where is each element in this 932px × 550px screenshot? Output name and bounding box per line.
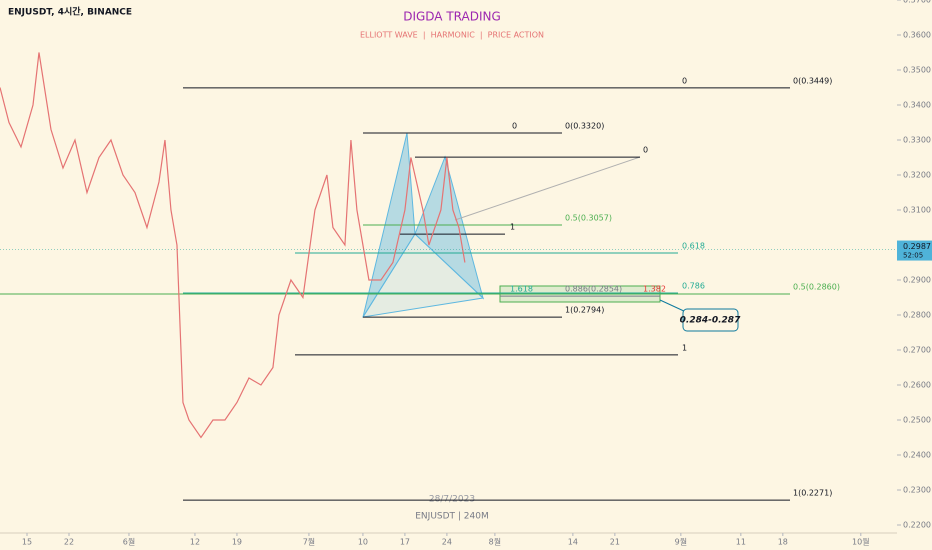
- x-tick-label: 14: [568, 538, 578, 547]
- x-tick-label: 12: [190, 538, 200, 547]
- fib-label: 1.382: [643, 285, 666, 294]
- y-tick-label: 0.3400: [903, 101, 931, 110]
- brand: DIGDA TRADING: [403, 10, 501, 24]
- y-tick-label: 0.2300: [903, 486, 931, 495]
- last-price-label: 0.2987: [903, 242, 931, 251]
- x-tick-label: 8월: [489, 537, 501, 547]
- fib-label: 0(0.3320): [565, 122, 604, 131]
- date: 28/7/2023: [429, 495, 475, 505]
- y-tick-label: 0.3500: [903, 66, 931, 75]
- fib-label: 1: [510, 223, 515, 232]
- y-tick-label: 0.2500: [903, 416, 931, 425]
- fib-label: 1.618: [510, 285, 533, 294]
- y-tick-label: 0.3600: [903, 31, 931, 40]
- x-tick-label: 17: [400, 538, 410, 547]
- annotation: 0.284-0.287: [680, 316, 741, 326]
- annotation-box: [682, 308, 739, 332]
- y-tick-label: 0.2400: [903, 451, 931, 460]
- fib-label: 0.786: [682, 281, 705, 290]
- price-line: [0, 52, 466, 439]
- harmonic-xbd: [361, 233, 485, 318]
- last-price-box: [897, 240, 932, 261]
- y-tick-label: 0.2600: [903, 381, 931, 390]
- symbol: ENJUSDT, 4시간, BINANCE: [8, 6, 132, 18]
- fib-label: 1: [682, 343, 687, 352]
- x-tick-label: 19: [232, 538, 242, 547]
- fib-label: 0.5(0.2860): [793, 283, 840, 292]
- y-tick-label: 0.2800: [903, 311, 931, 320]
- price-axis: [897, 0, 932, 550]
- y-tick-label: 0.3200: [903, 171, 931, 180]
- y-tick-label: 0.3700: [903, 0, 931, 5]
- x-tick-label: 7월: [303, 537, 315, 547]
- x-tick-label: 11: [736, 538, 746, 547]
- x-tick-label: 6월: [123, 537, 135, 547]
- x-tick-label: 18: [778, 538, 788, 547]
- x-tick-label: 10월: [852, 537, 870, 547]
- fib-label: 0(0.3449): [793, 76, 832, 85]
- fib-label: 0: [682, 76, 687, 85]
- x-tick-label: 9월: [675, 537, 687, 547]
- trend-line: [454, 156, 641, 221]
- tagline: ELLIOTT WAVE | HARMONIC | PRICE ACTION: [360, 31, 544, 40]
- footer-symbol: ENJUSDT | 240M: [415, 512, 489, 522]
- x-tick-label: 24: [442, 538, 452, 547]
- fib-label: 0.5(0.3057): [565, 214, 612, 223]
- annotation-arrow: [659, 299, 687, 313]
- y-tick-label: 0.3100: [903, 206, 931, 215]
- y-tick-label: 0.2900: [903, 276, 931, 285]
- countdown: 52:05: [903, 252, 923, 260]
- x-tick-label: 10: [358, 538, 368, 547]
- fib-label: 1(0.2794): [565, 306, 604, 315]
- fib-label: 1(0.2271): [793, 489, 832, 498]
- fib-label: 0.886(0.2854): [565, 285, 622, 294]
- fib-label: 0: [512, 122, 517, 131]
- fib-label: 0.618: [682, 242, 705, 251]
- fib-label: 0: [643, 146, 648, 155]
- y-tick-label: 0.2700: [903, 346, 931, 355]
- x-tick-label: 21: [610, 538, 620, 547]
- x-tick-label: 22: [64, 538, 74, 547]
- y-tick-label: 0.2200: [903, 521, 931, 530]
- y-tick-label: 0.3300: [903, 136, 931, 145]
- x-tick-label: 15: [22, 538, 32, 547]
